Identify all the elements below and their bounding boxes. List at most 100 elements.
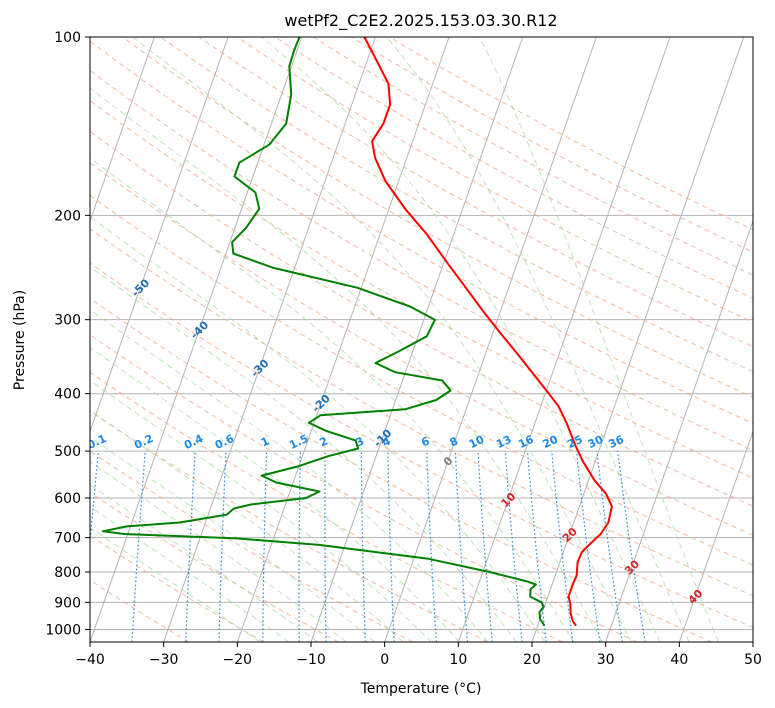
dry-adiabat	[313, 37, 753, 276]
x-tick-label: −30	[149, 652, 179, 668]
moist-adiabat	[90, 379, 432, 642]
isotherm-label: -30	[248, 357, 271, 380]
temperature-line	[363, 37, 613, 627]
moist-adiabat	[386, 37, 690, 642]
dry-adiabat	[198, 37, 753, 348]
mixing-ratio-label: 16	[516, 433, 536, 451]
x-tick-label: 0	[380, 652, 389, 668]
dry-adiabat	[90, 194, 753, 566]
dry-adiabat	[90, 162, 753, 536]
isotherm-line	[310, 37, 524, 642]
mixing-ratio-line	[617, 451, 646, 642]
mixing-ratio-line	[298, 451, 301, 642]
isotherm-line	[457, 37, 671, 642]
x-tick-label: 10	[449, 652, 467, 668]
mixing-ratio-line	[575, 451, 601, 642]
mixing-ratio-line	[90, 451, 99, 550]
mixing-ratio-label: 1.5	[287, 432, 310, 452]
y-tick-label: 1000	[45, 622, 81, 638]
dry-adiabat	[90, 40, 753, 425]
dewpoint-line	[101, 37, 546, 627]
y-tick-label: 900	[54, 595, 81, 611]
dry-adiabat	[122, 37, 753, 398]
mixing-ratio-label: 8	[448, 434, 460, 449]
isotherm-line	[605, 219, 753, 642]
dry-adiabat	[160, 37, 753, 373]
moist-adiabat	[90, 461, 347, 642]
mixing-ratio-line	[551, 451, 574, 642]
isotherm-line	[0, 37, 7, 642]
axis-ticks: −40 −30 −20 −10 0 10 20 30 40 5010020030040050060…	[45, 30, 762, 668]
mixing-ratio-lines	[90, 451, 646, 642]
isotherm-label: -50	[129, 276, 152, 299]
isotherm-label: -40	[188, 318, 211, 341]
mixing-ratio-label: 6	[419, 434, 432, 449]
mixing-ratio-label: 0.4	[182, 432, 205, 452]
mixing-ratio-line	[477, 451, 493, 642]
y-tick-label: 100	[54, 30, 81, 46]
isotherm-line	[163, 37, 376, 642]
dry-adiabat	[90, 262, 753, 629]
mixing-ratio-line	[526, 451, 547, 642]
mixing-ratio-label: 25	[565, 433, 584, 451]
mixing-ratio-line	[387, 451, 395, 642]
isotherm-line	[90, 37, 303, 642]
mixing-ratio-label: 0.6	[213, 432, 236, 452]
y-tick-label: 500	[54, 444, 81, 460]
mixing-ratio-line	[185, 451, 196, 642]
chart-title: wetPf2_C2E2.2025.153.03.30.R12	[284, 11, 557, 31]
moist-adiabat	[90, 346, 461, 642]
y-tick-label: 300	[54, 313, 81, 329]
mixing-ratio-label: 1	[259, 434, 271, 449]
mixing-ratio-line	[360, 451, 366, 642]
y-tick-label: 800	[54, 565, 81, 581]
mixing-ratio-line	[426, 451, 437, 642]
dry-adiabat	[90, 450, 414, 642]
x-tick-label: 50	[744, 652, 762, 668]
dry-adiabat	[389, 37, 753, 231]
isotherm-line	[90, 37, 155, 223]
mixing-ratio-label: 30	[586, 433, 606, 451]
mixing-ratio-line	[596, 451, 623, 642]
x-tick-label: 20	[523, 652, 541, 668]
isotherm-grid	[0, 37, 753, 642]
isotherm-label: -20	[310, 392, 333, 415]
isotherm-line	[384, 37, 597, 642]
mixing-ratio-label: 0.2	[132, 432, 155, 452]
y-axis-label: Pressure (hPa)	[12, 290, 28, 390]
x-tick-label: −20	[223, 652, 253, 668]
moist-adiabat	[90, 157, 575, 642]
dry-adiabat	[236, 37, 753, 323]
x-tick-label: 30	[597, 652, 615, 668]
moist-adiabat	[90, 436, 376, 642]
sounding-series	[101, 37, 613, 627]
dry-adiabat	[90, 579, 190, 642]
dry-adiabat	[90, 491, 339, 642]
y-tick-label: 700	[54, 531, 81, 547]
mixing-ratio-label: 36	[607, 433, 627, 451]
moist-adiabat	[132, 37, 632, 642]
x-tick-label: 40	[670, 652, 688, 668]
mixing-ratio-label: 0.1	[85, 432, 108, 452]
dry-adiabat	[90, 130, 753, 507]
x-tick-label: −10	[296, 652, 326, 668]
isotherm-line	[752, 640, 753, 642]
moist-adiabat	[90, 87, 603, 642]
mixing-ratio-label: 13	[494, 433, 513, 451]
mixing-ratio-line	[454, 451, 469, 642]
mixing-ratio-label: 10	[467, 433, 487, 451]
dry-adiabat	[90, 228, 753, 597]
x-tick-label: −40	[75, 652, 105, 668]
moist-adiabat	[90, 309, 489, 642]
mixing-ratio-label: 20	[541, 433, 561, 451]
mixing-ratio-label: 3	[354, 434, 366, 449]
plot-area: 0.10.20.40.611.52346810131620253036-100-…	[0, 37, 753, 642]
dry-adiabat	[90, 410, 488, 642]
isotherm-label: -70	[13, 188, 36, 211]
y-tick-label: 400	[54, 387, 81, 403]
dry-adiabat	[90, 297, 712, 642]
isotherm-line	[90, 37, 229, 434]
moist-adiabat	[90, 484, 319, 642]
moist-adiabat	[479, 37, 719, 642]
